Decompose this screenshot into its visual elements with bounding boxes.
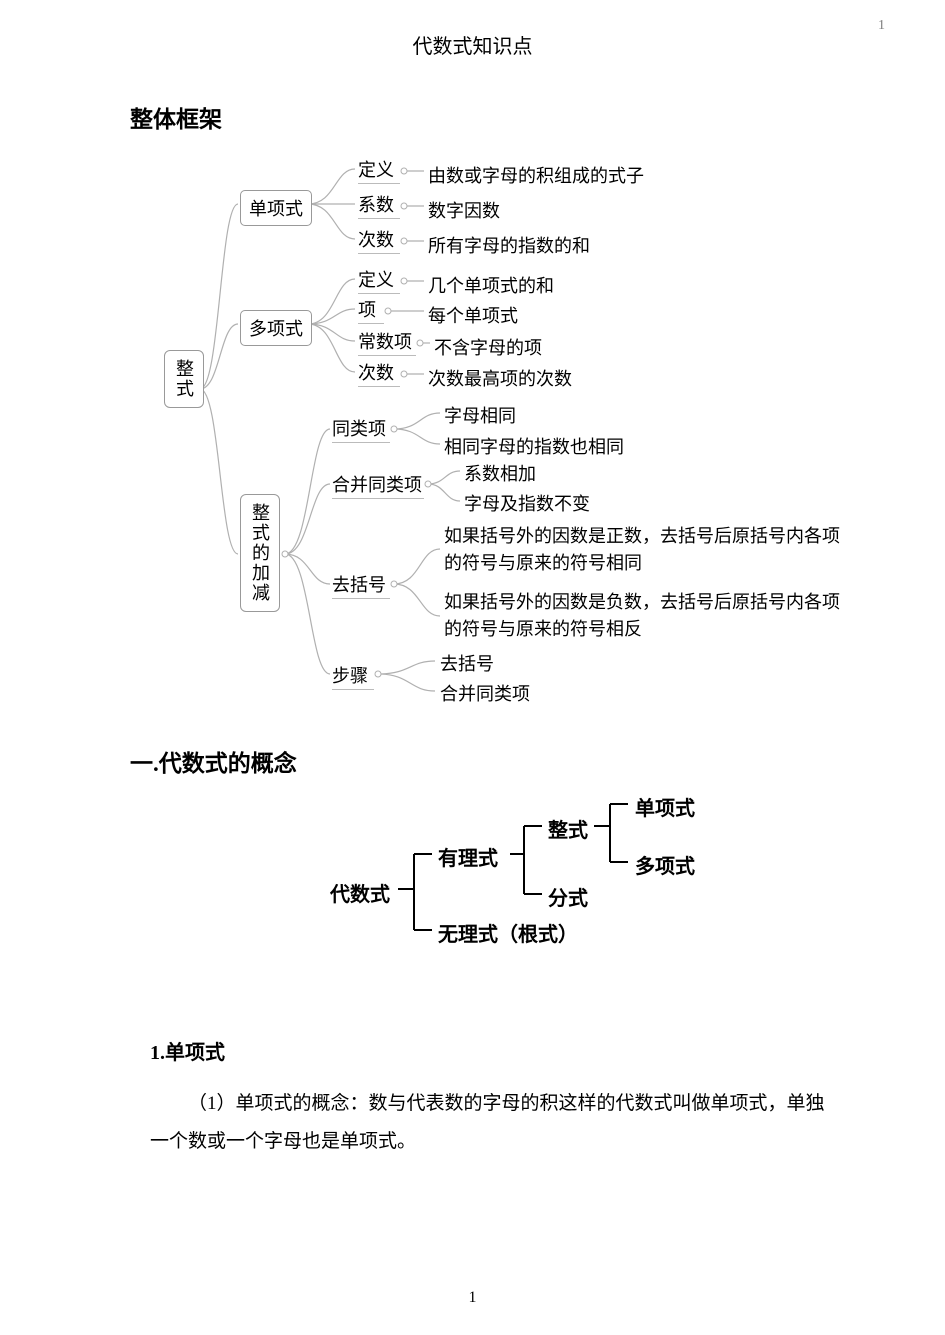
tree1-mono-key-0: 定义: [358, 156, 400, 184]
tree1-as-key-3: 步骤: [332, 662, 374, 690]
tree1-poly-key-2: 常数项: [358, 328, 416, 356]
framework-tree: 整式 单项式 定义 由数或字母的积组成的式子 系数 数字因数 次数 所有字母的指…: [160, 154, 860, 714]
tree1-mono-key-1: 系数: [358, 191, 400, 219]
tree1-poly-key-1: 项: [358, 296, 384, 324]
content-area: 整体框架: [0, 30, 945, 1161]
tree1-branch-polynomial: 多项式: [240, 310, 312, 346]
tree1-poly-key-3: 次数: [358, 359, 400, 387]
tree1-as-0-l0: 字母相同: [444, 402, 516, 428]
page-number-bottom: 1: [0, 1289, 945, 1307]
tree1-poly-key-0: 定义: [358, 266, 400, 294]
tree2-fenshi: 分式: [548, 882, 588, 911]
tree1-as-2-l1: 如果括号外的因数是负数，去括号后原括号内各项的符号与原来的符号相反: [444, 589, 844, 643]
tree1-mono-key-2: 次数: [358, 226, 400, 254]
tree1-poly-desc-0: 几个单项式的和: [428, 272, 554, 298]
framework-heading: 整体框架: [130, 100, 825, 134]
tree1-as-key-2: 去括号: [332, 571, 390, 599]
tree1-as-2-l0: 如果括号外的因数是正数，去括号后原括号内各项的符号与原来的符号相同: [444, 523, 844, 577]
tree1-as-1-l0: 系数相加: [464, 460, 536, 486]
tree1-as-1-l1: 字母及指数不变: [464, 490, 590, 516]
tree1-root: 整式: [164, 350, 204, 408]
page: 1 代数式知识点 整体框架: [0, 0, 945, 1335]
page-title: 代数式知识点: [0, 30, 945, 59]
tree1-branch-addsub: 整式的加减: [240, 494, 280, 612]
tree1-as-key-0: 同类项: [332, 415, 390, 443]
tree1-poly-desc-3: 次数最高项的次数: [428, 365, 572, 391]
paragraph-monomial-def: （1）单项式的概念：数与代表数的字母的积这样的代数式叫做单项式，单独一个数或一个…: [150, 1085, 825, 1161]
tree1-mono-desc-0: 由数或字母的积组成的式子: [428, 162, 644, 188]
tree2-polynomial: 多项式: [635, 850, 695, 879]
tree1-branch-monomial: 单项式: [240, 190, 312, 226]
tree1-mono-desc-1: 数字因数: [428, 197, 500, 223]
tree2-irrational: 无理式（根式）: [438, 918, 578, 947]
tree2-rational: 有理式: [438, 842, 498, 871]
tree1-as-key-1: 合并同类项: [332, 471, 424, 499]
tree1-mono-desc-2: 所有字母的指数的和: [428, 232, 590, 258]
tree2-zhengshi: 整式: [548, 814, 588, 843]
tree2-root: 代数式: [330, 878, 390, 907]
tree1-poly-desc-2: 不含字母的项: [434, 334, 542, 360]
tree1-as-3-l1: 合并同类项: [440, 680, 530, 706]
subheading-monomial: 1.单项式: [150, 1036, 825, 1065]
tree2-monomial: 单项式: [635, 792, 695, 821]
tree1-as-0-l1: 相同字母的指数也相同: [444, 433, 624, 459]
tree1-as-3-l0: 去括号: [440, 650, 494, 676]
section1-heading: 一.代数式的概念: [130, 744, 825, 778]
concept-tree: 代数式 有理式 无理式（根式） 整式 分式 单项式 多项式: [260, 796, 860, 976]
tree1-poly-desc-1: 每个单项式: [428, 302, 518, 328]
